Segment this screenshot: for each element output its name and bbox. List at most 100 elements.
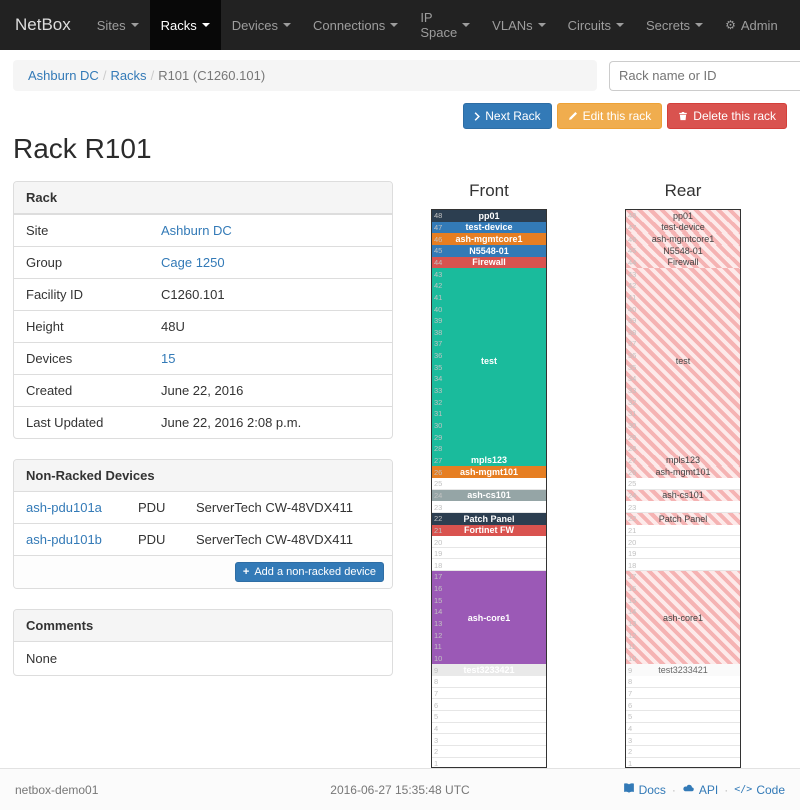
rack-device-rear[interactable]: test (626, 268, 740, 454)
rack-device-front[interactable]: ash-mgmt101 (432, 466, 546, 478)
edit-rack-button[interactable]: Edit this rack (557, 103, 663, 129)
rack-unit-slot (626, 711, 740, 723)
nav-admin[interactable]: ⚙ Admin (714, 0, 789, 50)
rack-device-front[interactable]: ash-mgmtcore1 (432, 233, 546, 245)
rack-unit-slot (626, 501, 740, 513)
rack-unit-slot (626, 525, 740, 537)
rack-device-rear[interactable]: mpls123 (626, 455, 740, 467)
attr-row-height: Height 48U (14, 310, 392, 342)
rack-device-front[interactable]: pp01 (432, 210, 546, 222)
elevation-title-front: Front (431, 181, 547, 201)
rack-device-front[interactable]: test3233421 (432, 664, 546, 676)
unit-number: 5 (628, 711, 632, 723)
unit-number: 43 (434, 268, 442, 280)
unit-number: 14 (434, 606, 442, 618)
rack-device-front[interactable]: Patch Panel (432, 513, 546, 525)
nav-ip-space[interactable]: IP Space (409, 0, 481, 50)
rack-device-rear[interactable]: test-device (626, 222, 740, 234)
unit-number: 37 (628, 338, 636, 350)
nav-sites[interactable]: Sites (86, 0, 150, 50)
trash-icon (678, 111, 688, 121)
chevron-down-icon (283, 23, 291, 27)
rack-unit-slot (432, 699, 546, 711)
nav-devices[interactable]: Devices (221, 0, 302, 50)
nav-secrets-label: Secrets (646, 18, 690, 33)
rack-device-front[interactable]: Fortinet FW (432, 525, 546, 537)
breadcrumb-racks-link[interactable]: Racks (110, 68, 146, 83)
docs-link[interactable]: Docs (623, 782, 666, 797)
next-rack-button[interactable]: Next Rack (463, 103, 551, 129)
chevron-down-icon (616, 23, 624, 27)
rack-device-rear[interactable]: ash-core1 (626, 571, 740, 664)
rack-device-rear[interactable]: Firewall (626, 257, 740, 269)
device-link[interactable]: ash-pdu101b (26, 532, 102, 547)
nav-circuits[interactable]: Circuits (557, 0, 635, 50)
comments-panel-title: Comments (14, 610, 392, 642)
nav-secrets[interactable]: Secrets (635, 0, 714, 50)
footer-links: Docs · API · </> Code (528, 782, 785, 797)
rack-device-front[interactable]: ash-cs101 (432, 490, 546, 502)
nav-devices-label: Devices (232, 18, 278, 33)
rack-device-front[interactable]: test (432, 268, 546, 454)
rack-device-front[interactable]: test-device (432, 222, 546, 234)
rack-device-rear[interactable]: test3233421 (626, 664, 740, 676)
cloud-icon (682, 782, 695, 797)
rack-device-rear[interactable]: ash-cs101 (626, 490, 740, 502)
rack-device-rear[interactable]: Patch Panel (626, 513, 740, 525)
rack-device-rear[interactable]: ash-mgmtcore1 (626, 233, 740, 245)
rack-device-front[interactable]: N5548-01 (432, 245, 546, 257)
nav-profile[interactable]: Profile (789, 0, 800, 50)
rack-device-front[interactable]: ash-core1 (432, 571, 546, 664)
created-value: June 22, 2016 (149, 375, 392, 406)
unit-number: 4 (434, 723, 438, 735)
breadcrumb-current: R101 (C1260.101) (158, 68, 265, 83)
rack-device-rear[interactable]: pp01 (626, 210, 740, 222)
unit-number: 27 (628, 455, 636, 467)
unit-number: 11 (628, 641, 636, 653)
chevron-right-icon (474, 112, 480, 121)
code-link[interactable]: </> Code (734, 783, 785, 797)
search-input[interactable] (609, 61, 800, 91)
nav-connections[interactable]: Connections (302, 0, 409, 50)
rack-unit-slot (626, 688, 740, 700)
rack-device-front[interactable]: Firewall (432, 257, 546, 269)
unit-number: 28 (434, 443, 442, 455)
device-link[interactable]: ash-pdu101a (26, 500, 102, 515)
non-racked-device-row: ash-pdu101a PDU ServerTech CW-48VDX411 (14, 492, 392, 523)
unit-number: 10 (628, 653, 636, 665)
unit-number: 48 (628, 210, 636, 222)
unit-number: 20 (628, 536, 636, 548)
rack-actions: Next Rack Edit this rack Delete this rac… (13, 103, 787, 129)
footer-hostname: netbox-demo01 (15, 783, 272, 797)
rack-unit-slot (626, 478, 740, 490)
last-updated-value: June 22, 2016 2:08 p.m. (149, 407, 392, 438)
nav-vlans[interactable]: VLANs (481, 0, 556, 50)
rack-device-rear[interactable]: ash-mgmt101 (626, 466, 740, 478)
nav-racks[interactable]: Racks (150, 0, 221, 50)
unit-number: 32 (628, 396, 636, 408)
rack-device-rear[interactable]: N5548-01 (626, 245, 740, 257)
unit-number: 35 (434, 361, 442, 373)
devices-count-link[interactable]: 15 (161, 351, 175, 366)
unit-number: 28 (628, 443, 636, 455)
rack-unit-slot (432, 676, 546, 688)
add-non-racked-device-button[interactable]: + Add a non-racked device (235, 562, 384, 582)
footer-timestamp: 2016-06-27 15:35:48 UTC (272, 783, 529, 797)
facility-id-value: C1260.101 (149, 279, 392, 310)
delete-rack-button[interactable]: Delete this rack (667, 103, 787, 129)
unit-number: 8 (628, 676, 632, 688)
brand-logo[interactable]: NetBox (0, 0, 86, 50)
unit-number: 3 (628, 734, 632, 746)
api-link[interactable]: API (682, 782, 718, 797)
unit-number: 24 (628, 490, 636, 502)
site-link[interactable]: Ashburn DC (161, 223, 232, 238)
unit-number: 19 (628, 548, 636, 560)
comments-panel: Comments None (13, 609, 393, 676)
unit-number: 44 (628, 257, 636, 269)
breadcrumb-site-link[interactable]: Ashburn DC (28, 68, 99, 83)
group-link[interactable]: Cage 1250 (161, 255, 225, 270)
unit-number: 26 (434, 466, 442, 478)
rack-device-front[interactable]: mpls123 (432, 455, 546, 467)
attr-row-group: Group Cage 1250 (14, 246, 392, 278)
